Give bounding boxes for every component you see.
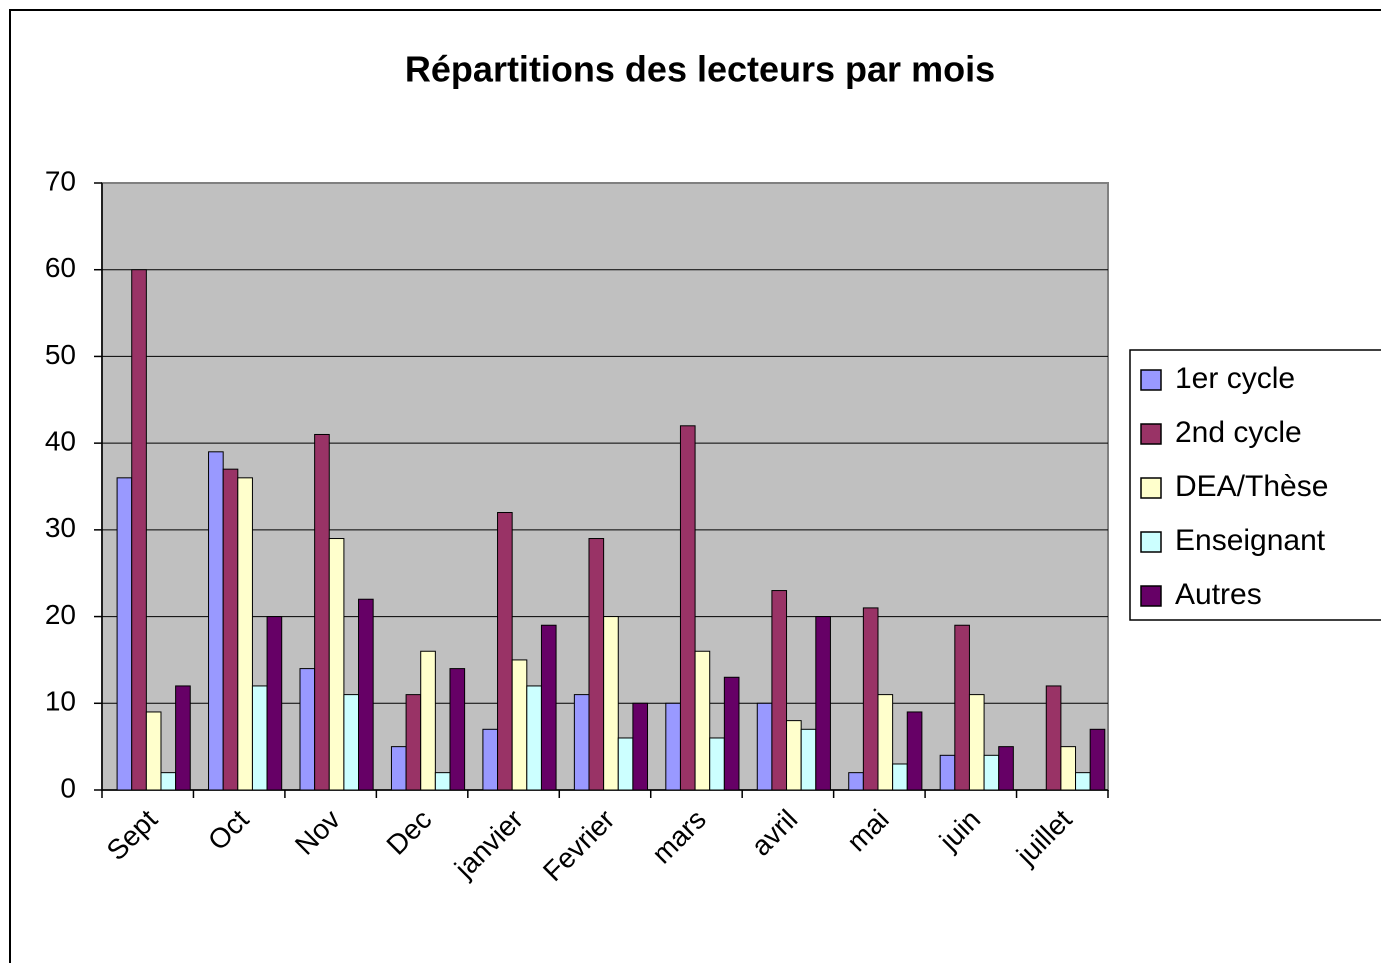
y-tick-label: 60 xyxy=(45,252,76,283)
bar xyxy=(482,728,499,791)
y-tick-label: 70 xyxy=(45,165,76,196)
y-tick-label: 10 xyxy=(45,686,76,717)
bar xyxy=(1089,728,1106,791)
bar xyxy=(954,624,970,791)
bar xyxy=(603,616,619,791)
bar xyxy=(800,728,817,791)
bar xyxy=(131,269,147,791)
bar xyxy=(405,694,422,791)
bar xyxy=(892,763,908,791)
y-tick-label: 0 xyxy=(60,772,76,803)
bar xyxy=(390,746,407,791)
bar xyxy=(617,737,634,791)
bar xyxy=(266,616,283,791)
bar xyxy=(573,694,590,791)
bar xyxy=(815,616,831,791)
legend-label: Autres xyxy=(1175,578,1262,611)
bar xyxy=(343,694,360,791)
legend-label: 1er cycle xyxy=(1175,362,1295,395)
bar xyxy=(314,433,330,791)
bar xyxy=(906,711,923,791)
bar xyxy=(526,685,542,791)
bar xyxy=(299,668,316,791)
bar xyxy=(1045,685,1062,791)
y-tick-label: 20 xyxy=(45,599,76,630)
bar xyxy=(511,659,528,791)
bar xyxy=(939,754,956,791)
bar xyxy=(175,685,191,791)
bar xyxy=(694,650,711,791)
bar xyxy=(709,737,725,791)
bar xyxy=(848,772,864,791)
bar xyxy=(632,702,649,791)
bar xyxy=(497,512,513,791)
bar xyxy=(723,676,740,791)
legend-swatch xyxy=(1140,531,1162,553)
y-tick-label: 50 xyxy=(45,339,76,370)
bar xyxy=(983,754,1000,791)
bar xyxy=(145,711,162,791)
bar xyxy=(160,772,177,791)
bar xyxy=(679,425,696,791)
chart-title: Répartitions des lecteurs par mois xyxy=(405,49,995,90)
legend-swatch xyxy=(1140,585,1162,607)
legend-label: 2nd cycle xyxy=(1175,416,1302,449)
bar xyxy=(237,477,253,791)
bar xyxy=(222,468,239,791)
bar xyxy=(449,668,466,791)
bar xyxy=(434,772,451,791)
bar xyxy=(208,451,224,791)
y-tick-label: 40 xyxy=(45,426,76,457)
bar xyxy=(968,694,985,791)
legend-label: DEA/Thèse xyxy=(1175,470,1328,503)
bar xyxy=(1075,772,1091,791)
legend-swatch xyxy=(1140,477,1162,499)
bar xyxy=(251,685,268,791)
bar xyxy=(756,702,773,791)
bar xyxy=(998,746,1014,791)
legend-swatch xyxy=(1140,423,1162,445)
bar xyxy=(771,590,788,791)
bar xyxy=(588,538,605,791)
bar xyxy=(786,720,802,791)
y-tick-label: 30 xyxy=(45,512,76,543)
bar xyxy=(862,607,879,791)
bar xyxy=(358,598,374,791)
bar xyxy=(665,702,681,791)
legend-swatch xyxy=(1140,369,1162,391)
bar xyxy=(540,624,557,791)
bar xyxy=(877,694,894,791)
bar xyxy=(420,650,436,791)
legend xyxy=(1129,349,1381,621)
legend-label: Enseignant xyxy=(1175,524,1326,557)
bar xyxy=(116,477,133,791)
bar xyxy=(1060,746,1077,791)
bar xyxy=(328,538,345,791)
